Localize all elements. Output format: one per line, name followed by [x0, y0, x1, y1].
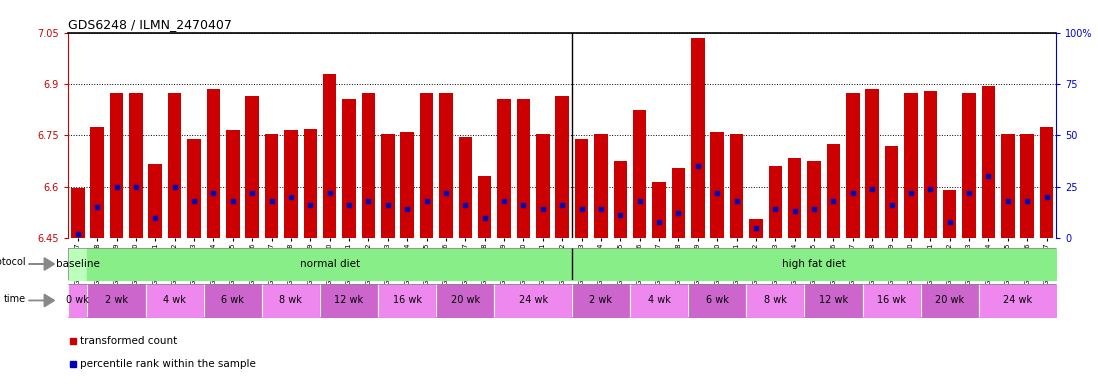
Text: protocol: protocol [0, 257, 26, 267]
Bar [749, 219, 763, 238]
Bar [130, 93, 143, 238]
Bar [323, 74, 336, 238]
Bar [614, 161, 627, 238]
Bar [885, 146, 898, 238]
Text: 20 wk: 20 wk [935, 295, 964, 306]
Bar [904, 93, 918, 238]
Bar [343, 99, 356, 238]
Bar [188, 139, 201, 238]
Text: 12 wk: 12 wk [819, 295, 848, 306]
Text: 6 wk: 6 wk [706, 295, 729, 306]
Bar [574, 139, 589, 238]
Bar [923, 91, 937, 238]
Text: high fat diet: high fat diet [782, 259, 845, 269]
Text: time: time [3, 294, 26, 304]
Bar [672, 168, 685, 238]
Bar [730, 134, 743, 238]
Text: baseline: baseline [56, 259, 100, 269]
Bar [788, 157, 802, 238]
Text: 24 wk: 24 wk [1002, 295, 1032, 306]
Bar [1001, 134, 1015, 238]
Bar [594, 134, 607, 238]
Bar [652, 182, 665, 238]
Bar [632, 110, 647, 238]
Text: GDS6248 / ILMN_2470407: GDS6248 / ILMN_2470407 [68, 18, 232, 31]
Text: 16 wk: 16 wk [877, 295, 906, 306]
FancyArrow shape [29, 258, 55, 270]
Bar [827, 144, 840, 238]
Bar [303, 129, 317, 238]
Bar [1020, 134, 1034, 238]
Bar [982, 86, 995, 238]
Bar [478, 177, 492, 238]
Text: transformed count: transformed count [80, 336, 178, 346]
Text: 24 wk: 24 wk [518, 295, 548, 306]
Bar [943, 190, 956, 238]
Text: 2 wk: 2 wk [105, 295, 128, 306]
Bar [90, 127, 104, 238]
Bar [865, 89, 879, 238]
Bar [556, 96, 569, 238]
Bar [419, 93, 434, 238]
Text: 4 wk: 4 wk [164, 295, 186, 306]
FancyArrow shape [29, 294, 55, 307]
Bar [206, 89, 221, 238]
Bar [110, 93, 123, 238]
Bar [517, 99, 530, 238]
Bar [245, 96, 259, 238]
Text: 6 wk: 6 wk [222, 295, 244, 306]
Text: normal diet: normal diet [300, 259, 360, 269]
Bar [71, 189, 85, 238]
Bar [847, 93, 860, 238]
Bar [168, 93, 181, 238]
Bar [401, 132, 414, 238]
Text: 8 wk: 8 wk [280, 295, 302, 306]
Text: 8 wk: 8 wk [764, 295, 787, 306]
Bar [497, 99, 511, 238]
Bar [226, 130, 239, 238]
Bar [536, 134, 550, 238]
Text: 12 wk: 12 wk [335, 295, 363, 306]
Bar [381, 134, 394, 238]
Bar [962, 93, 976, 238]
Text: 20 wk: 20 wk [451, 295, 480, 306]
Bar [265, 134, 278, 238]
Bar [807, 161, 821, 238]
Text: 16 wk: 16 wk [393, 295, 422, 306]
Bar [691, 38, 705, 238]
Text: percentile rank within the sample: percentile rank within the sample [80, 359, 256, 369]
Bar [439, 93, 452, 238]
Bar [710, 132, 724, 238]
Bar [1040, 127, 1053, 238]
Text: 0 wk: 0 wk [66, 295, 89, 306]
Bar [459, 137, 472, 238]
Bar [769, 166, 782, 238]
Bar [284, 130, 298, 238]
Bar [361, 93, 376, 238]
Bar [148, 164, 163, 238]
Text: 4 wk: 4 wk [648, 295, 671, 306]
Text: 2 wk: 2 wk [590, 295, 613, 306]
